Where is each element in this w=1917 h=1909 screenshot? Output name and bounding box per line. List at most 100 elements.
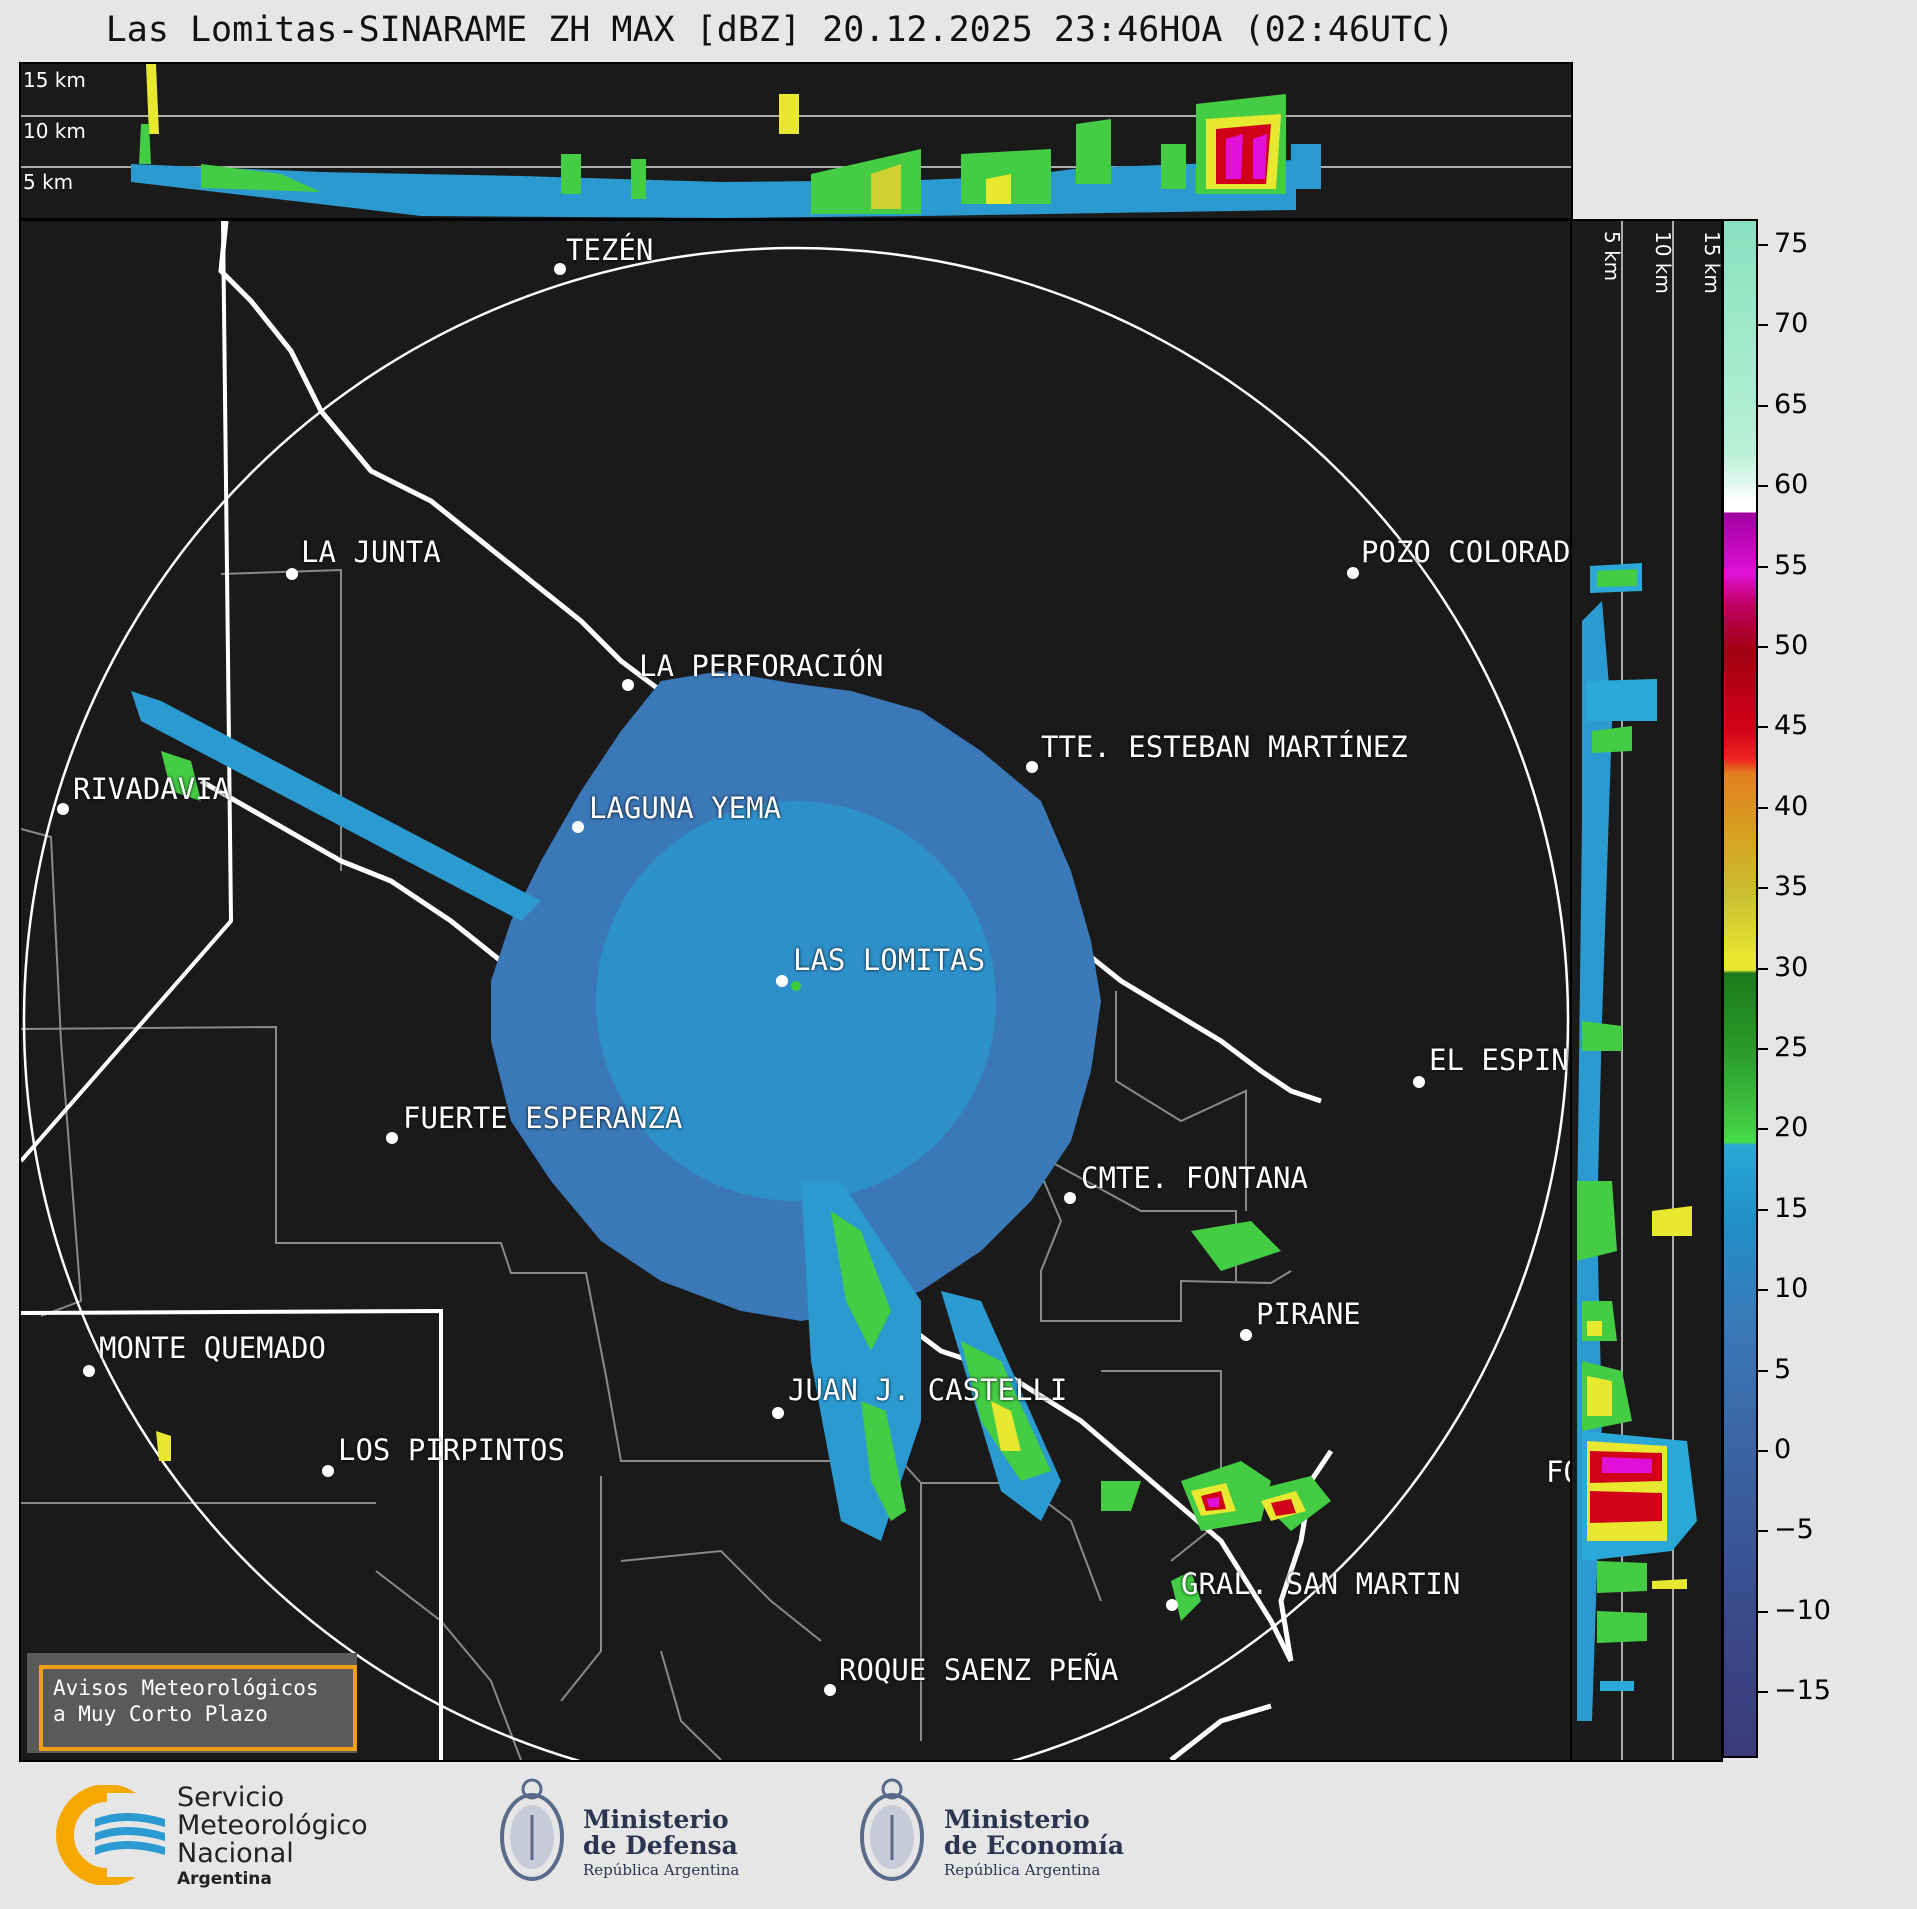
- colorbar-tick-label: 60: [1774, 469, 1809, 500]
- city-dot: [554, 263, 566, 275]
- colorbar-tick-label: 70: [1774, 308, 1809, 339]
- side-altitude-10km: 10 km: [1651, 231, 1675, 294]
- top-altitude-10km: 10 km: [23, 119, 86, 143]
- warning-line-2: a Muy Corto Plazo: [53, 1702, 268, 1726]
- economia-line-3: República Argentina: [944, 1861, 1101, 1879]
- side-cross-section-panel: 5 km 10 km 15 km: [1570, 219, 1723, 1762]
- colorbar-tick-label: 10: [1774, 1273, 1809, 1304]
- colorbar-tick: [1758, 968, 1768, 970]
- colorbar-tick-label: 35: [1774, 871, 1809, 902]
- city-label-fuerte-esperanza: FUERTE ESPERANZA: [403, 1101, 683, 1135]
- top-cross-section-echoes: [21, 64, 1571, 218]
- colorbar-tick: [1758, 1450, 1768, 1452]
- reflectivity-colorbar: [1722, 219, 1758, 1758]
- city-dot: [286, 568, 298, 580]
- top-altitude-15km: 15 km: [23, 68, 86, 92]
- city-dot: [572, 821, 584, 833]
- colorbar-tick: [1758, 1128, 1768, 1130]
- economia-line-2: de Economía: [944, 1831, 1125, 1860]
- city-label-cmte-fontana: CMTE. FONTANA: [1081, 1161, 1308, 1195]
- colorbar-tick-label: 55: [1774, 550, 1809, 581]
- colorbar-tick-label: 30: [1774, 952, 1809, 983]
- city-dot: [772, 1407, 784, 1419]
- city-label-los-pirpintos: LOS PIRPINTOS: [338, 1433, 565, 1467]
- colorbar-tick: [1758, 1209, 1768, 1211]
- colorbar-tick: [1758, 1530, 1768, 1532]
- defensa-line-2: de Defensa: [583, 1831, 738, 1860]
- city-label-rivadavia: RIVADAVIA: [73, 772, 231, 806]
- colorbar-tick-label: 50: [1774, 630, 1809, 661]
- colorbar-tick-label: −5: [1774, 1514, 1814, 1545]
- colorbar-tick-label: 20: [1774, 1112, 1809, 1143]
- colorbar-tick: [1758, 1691, 1768, 1693]
- top-cross-section-panel: 15 km 10 km 5 km: [19, 62, 1573, 220]
- economia-coat-of-arms-icon: [860, 1778, 924, 1881]
- colorbar-tick: [1758, 324, 1768, 326]
- city-dot: [1347, 567, 1359, 579]
- colorbar-tick-label: 5: [1774, 1354, 1792, 1385]
- colorbar-tick-label: 65: [1774, 389, 1809, 420]
- colorbar-tick: [1758, 1289, 1768, 1291]
- city-label-pozo-colorado: POZO COLORADO: [1361, 535, 1573, 569]
- city-dot: [1240, 1329, 1252, 1341]
- city-dot: [57, 803, 69, 815]
- colorbar-tick: [1758, 244, 1768, 246]
- smn-line-4: Argentina: [177, 1869, 272, 1889]
- side-altitude-15km: 15 km: [1700, 231, 1723, 294]
- colorbar-tick: [1758, 1611, 1768, 1613]
- colorbar-tick: [1758, 1370, 1768, 1372]
- city-label-gral-san-martin: GRAL. SAN MARTIN: [1181, 1567, 1461, 1601]
- city-label-tte-esteban-martinez: TTE. ESTEBAN MARTÍNEZ: [1041, 730, 1408, 764]
- city-dot: [83, 1365, 95, 1377]
- radar-map-graphics: [21, 221, 1570, 1760]
- colorbar-tick-label: 15: [1774, 1193, 1809, 1224]
- city-dot: [622, 679, 634, 691]
- warning-box[interactable]: Avisos Meteorológicos a Muy Corto Plazo: [27, 1653, 357, 1753]
- defensa-line-3: República Argentina: [583, 1861, 740, 1879]
- city-dot: [322, 1465, 334, 1477]
- economia-text: Ministerio de Economía República Argenti…: [944, 1807, 1124, 1881]
- radar-map-panel: TEZÉN LA JUNTA POZO COLORADO LA PERFORAC…: [19, 219, 1573, 1762]
- colorbar-tick-label: 0: [1774, 1434, 1792, 1465]
- city-label-el-espinillo: EL ESPINILLO: [1429, 1043, 1571, 1077]
- defensa-text: Ministerio de Defensa República Argentin…: [583, 1807, 739, 1881]
- footer: Servicio Meteorológico Nacional Argentin…: [0, 1760, 1917, 1909]
- defensa-line-1: Ministerio: [583, 1805, 729, 1834]
- city-label-juan-j-castelli: JUAN J. CASTELLI: [788, 1373, 1068, 1407]
- city-label-formosa: FORMOSA: [1546, 1455, 1571, 1489]
- city-label-la-junta: LA JUNTA: [301, 535, 441, 569]
- city-dot: [386, 1132, 398, 1144]
- colorbar-tick: [1758, 566, 1768, 568]
- city-dot: [1166, 1599, 1178, 1611]
- defensa-coat-of-arms-icon: [500, 1778, 564, 1881]
- smn-logo-icon: [56, 1785, 167, 1885]
- city-dot: [824, 1684, 836, 1696]
- chart-title: Las Lomitas-SINARAME ZH MAX [dBZ] 20.12.…: [105, 10, 1455, 50]
- economia-line-1: Ministerio: [944, 1805, 1090, 1834]
- colorbar-tick: [1758, 726, 1768, 728]
- city-label-roque-saenz-pena: ROQUE SAENZ PEÑA: [839, 1653, 1119, 1687]
- colorbar-tick-label: 75: [1774, 228, 1809, 259]
- side-cross-section-echoes: [1577, 221, 1697, 1760]
- city-label-la-perforacion: LA PERFORACIÓN: [639, 649, 884, 683]
- smn-logo-text: Servicio Meteorológico Nacional Argentin…: [177, 1784, 368, 1890]
- colorbar-tick: [1758, 405, 1768, 407]
- colorbar-tick: [1758, 646, 1768, 648]
- colorbar-tick-label: 25: [1774, 1032, 1809, 1063]
- colorbar-tick: [1758, 1048, 1768, 1050]
- city-label-monte-quemado: MONTE QUEMADO: [99, 1331, 326, 1365]
- city-label-las-lomitas: LAS LOMITAS: [793, 943, 986, 977]
- city-dot: [776, 975, 788, 987]
- colorbar-tick: [1758, 887, 1768, 889]
- colorbar-tick-label: −15: [1774, 1675, 1831, 1706]
- side-altitude-5km: 5 km: [1600, 231, 1624, 282]
- colorbar-tick: [1758, 807, 1768, 809]
- colorbar-tick-label: 40: [1774, 791, 1809, 822]
- warning-frame: Avisos Meteorológicos a Muy Corto Plazo: [39, 1665, 357, 1751]
- smn-line-1: Servicio: [177, 1782, 285, 1813]
- city-dot: [1026, 761, 1038, 773]
- colorbar-tick: [1758, 485, 1768, 487]
- city-label-tezen: TEZÉN: [566, 233, 654, 267]
- warning-line-1: Avisos Meteorológicos: [53, 1676, 319, 1700]
- colorbar-tick-label: −10: [1774, 1595, 1831, 1626]
